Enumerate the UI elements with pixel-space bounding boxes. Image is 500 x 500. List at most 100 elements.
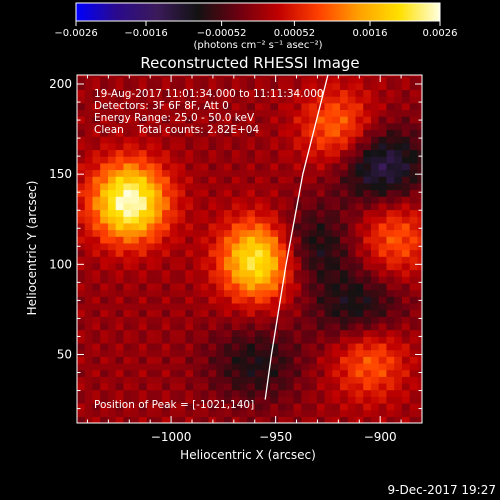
heatmap-cell <box>185 409 194 417</box>
heatmap-cell <box>316 336 326 344</box>
heatmap-cell <box>138 249 148 257</box>
heatmap-cell <box>169 302 179 311</box>
heatmap-cell <box>278 209 287 217</box>
heatmap-cell <box>378 382 388 391</box>
heatmap-cell <box>185 289 194 297</box>
heatmap-cell <box>316 202 326 211</box>
heatmap-cell <box>285 269 295 277</box>
heatmap-cell <box>254 376 264 384</box>
heatmap-cell <box>177 149 186 157</box>
heatmap-cell <box>193 102 202 111</box>
heatmap-cell <box>340 256 349 264</box>
heatmap-cell <box>131 356 140 364</box>
heatmap-cell <box>123 142 132 151</box>
heatmap-cell <box>409 222 418 231</box>
heatmap-cell <box>316 189 326 197</box>
heatmap-cell <box>177 396 186 404</box>
heatmap-cell <box>316 142 326 151</box>
heatmap-cell <box>84 116 94 124</box>
heatmap-cell <box>185 129 194 137</box>
heatmap-cell <box>131 189 140 197</box>
heatmap-cell <box>409 76 418 84</box>
heatmap-cell <box>169 416 179 423</box>
heatmap-cell <box>154 269 163 277</box>
heatmap-cell <box>77 242 86 251</box>
heatmap-cell <box>169 116 179 124</box>
heatmap-cell <box>169 256 179 264</box>
heatmap-cell <box>370 242 380 251</box>
heatmap-cell <box>301 96 310 104</box>
heatmap-cell <box>92 169 101 177</box>
heatmap-cell <box>316 116 326 124</box>
heatmap-cell <box>409 362 418 371</box>
heatmap-cell <box>77 362 86 371</box>
heatmap-cell <box>278 236 287 244</box>
heatmap-cell <box>340 109 349 117</box>
heatmap-cell <box>309 209 318 217</box>
heatmap-cell <box>316 342 326 351</box>
heatmap-cell <box>92 109 101 117</box>
heatmap-cell <box>115 389 125 397</box>
heatmap-cell <box>169 369 179 377</box>
heatmap-cell <box>92 149 101 157</box>
heatmap-cell <box>247 156 256 164</box>
heatmap-cell <box>239 169 248 177</box>
heatmap-cell <box>316 316 326 324</box>
heatmap-cell <box>193 349 202 357</box>
heatmap-cell <box>409 409 418 417</box>
heatmap-cell <box>409 249 418 257</box>
heatmap-cell <box>154 156 163 164</box>
heatmap-cell <box>200 416 210 423</box>
heatmap-cell <box>347 269 357 277</box>
heatmap-cell <box>386 362 395 371</box>
heatmap-cell <box>293 382 302 391</box>
heatmap-cell <box>100 229 109 237</box>
heatmap-cell <box>285 222 295 231</box>
heatmap-cell <box>185 76 194 84</box>
heatmap-cell <box>84 76 94 84</box>
heatmap-cell <box>247 222 256 231</box>
heatmap-cell <box>138 396 148 404</box>
heatmap-cell <box>115 396 125 404</box>
heatmap-cell <box>92 356 101 364</box>
heatmap-cell <box>239 242 248 251</box>
heatmap-cell <box>146 276 155 284</box>
heatmap-cell <box>146 75 155 77</box>
heatmap-cell <box>254 109 264 117</box>
heatmap-cell <box>231 409 241 417</box>
heatmap-cell <box>154 89 163 97</box>
heatmap-cell <box>401 156 411 164</box>
heatmap-cell <box>146 296 155 304</box>
heatmap-cell <box>301 209 310 217</box>
heatmap-cell <box>347 102 357 111</box>
heatmap-cell <box>131 336 140 344</box>
heatmap-cell <box>409 202 418 211</box>
heatmap-cell <box>386 382 395 391</box>
heatmap-cell <box>223 416 233 423</box>
heatmap-cell <box>370 396 380 404</box>
heatmap-cell <box>378 289 388 297</box>
heatmap-cell <box>131 382 140 391</box>
heatmap-cell <box>394 322 403 331</box>
heatmap-cell <box>208 302 217 311</box>
heatmap-cell <box>200 322 210 331</box>
heatmap-cell <box>107 229 117 237</box>
heatmap-cell <box>146 336 155 344</box>
heatmap-cell <box>146 322 155 331</box>
heatmap-cell <box>216 102 225 111</box>
heatmap-cell <box>309 242 318 251</box>
heatmap-cell <box>154 342 163 351</box>
heatmap-cell <box>386 389 395 397</box>
heatmap-cell <box>185 382 194 391</box>
heatmap-cell <box>340 202 349 211</box>
heatmap-cell <box>100 336 109 344</box>
heatmap-cell <box>107 222 117 231</box>
heatmap-cell <box>193 222 202 231</box>
heatmap-cell <box>216 416 225 423</box>
heatmap-cell <box>409 75 418 77</box>
heatmap-cell <box>200 316 210 324</box>
heatmap-cell <box>146 249 155 257</box>
heatmap-cell <box>401 182 411 191</box>
heatmap-cell <box>223 229 233 237</box>
heatmap-cell <box>278 416 287 423</box>
